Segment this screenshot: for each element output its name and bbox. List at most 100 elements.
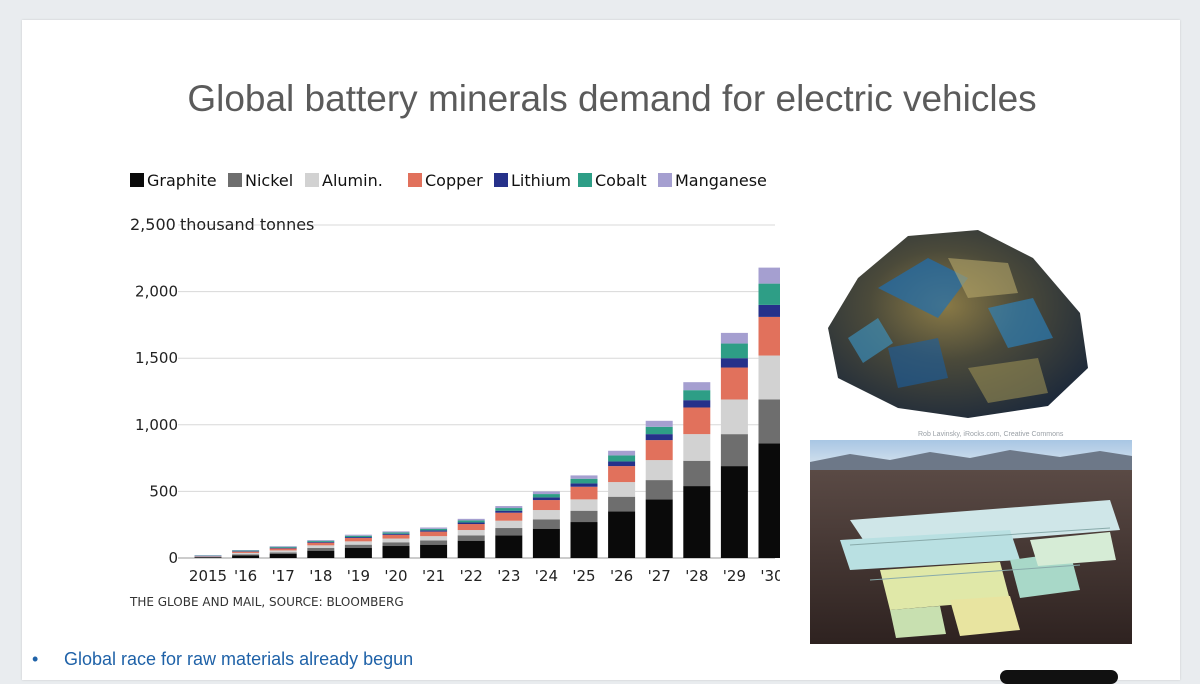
bar-segment-copper-1 [232,551,260,553]
bar-segment-manganese-13 [683,382,711,391]
x-tick-label: '20 [384,567,407,585]
bar-segment-copper-6 [420,531,448,537]
bar-segment-copper-5 [382,534,410,539]
bar-segment-lithium-14 [720,358,748,368]
bar-segment-graphite-13 [683,486,711,558]
legend-label-alumin: Alumin. [322,171,383,190]
bar-segment-cobalt-2 [269,546,297,548]
bar-segment-graphite-0 [194,557,222,558]
legend-label-cobalt: Cobalt [595,171,647,190]
bar-segment-copper-3 [307,542,335,546]
bar-segment-cobalt-5 [382,532,410,534]
bar-segment-manganese-12 [645,420,673,427]
bar-segment-cobalt-11 [608,455,636,462]
bar-segment-manganese-1 [232,550,260,551]
x-tick-label: '19 [347,567,370,585]
bar-segment-nickel-13 [683,460,711,487]
bar-segment-graphite-6 [420,544,448,558]
legend-label-lithium: Lithium [511,171,571,190]
bar-segment-alumin-3 [307,545,335,549]
bar-segment-graphite-4 [344,548,372,558]
bar-segment-lithium-7 [457,522,485,525]
bar-segment-nickel-0 [194,556,222,558]
bar-segment-cobalt-15 [758,283,780,305]
bar-segment-copper-9 [532,500,560,511]
legend-label-copper: Copper [425,171,483,190]
bar-segment-cobalt-12 [645,426,673,435]
bar-segment-alumin-9 [532,510,560,520]
bar-segment-nickel-3 [307,548,335,551]
bar-segment-copper-13 [683,407,711,435]
bar-segment-nickel-12 [645,480,673,500]
floating-button[interactable] [1000,670,1118,684]
legend-swatch-manganese [658,173,672,187]
bar-segment-alumin-11 [608,482,636,497]
bar-segment-cobalt-7 [457,520,485,523]
x-tick-label: '16 [234,567,257,585]
bar-segment-graphite-2 [269,554,297,558]
bar-segment-alumin-2 [269,550,297,553]
bar-segment-cobalt-14 [720,343,748,359]
bar-segment-alumin-1 [232,552,260,555]
bar-segment-nickel-10 [570,510,598,523]
bar-segment-lithium-8 [495,510,523,513]
bar-segment-lithium-15 [758,304,780,317]
slide-title: Global battery minerals demand for elect… [187,78,1037,119]
bar-segment-lithium-11 [608,461,636,467]
bar-segment-copper-4 [344,538,372,542]
bar-segment-copper-2 [269,548,297,551]
bar-segment-alumin-12 [645,460,673,481]
bar-segment-cobalt-6 [420,528,448,531]
y-tick-label: 500 [149,482,178,500]
bar-segment-cobalt-9 [532,494,560,498]
bullet-text: Global race for raw materials already be… [64,649,414,669]
bar-segment-nickel-15 [758,399,780,444]
chart-legend: Graphite Nickel Alumin. Copper Lithium Cobalt… [130,171,767,190]
bar-segment-cobalt-1 [232,550,260,552]
bar-segment-nickel-14 [720,434,748,467]
y-axis-top-label: 2,500 [130,215,176,234]
legend-swatch-nickel [228,173,242,187]
bar-segment-copper-7 [457,524,485,531]
bar-segment-copper-11 [608,466,636,483]
bar-segment-nickel-11 [608,496,636,512]
bar-segment-lithium-2 [269,547,297,549]
bar-segment-graphite-1 [232,555,260,558]
bar-segment-manganese-15 [758,267,780,284]
bar-segment-lithium-0 [194,555,222,557]
bar-segment-manganese-14 [720,332,748,344]
y-tick-label: 1,000 [135,416,178,434]
y-axis-labels: 0 500 1,000 1,500 2,000 [135,283,178,567]
x-tick-label: '28 [685,567,708,585]
bar-segment-graphite-7 [457,540,485,558]
x-tick-label: '25 [572,567,595,585]
bar-segment-manganese-3 [307,540,335,541]
bar-segment-lithium-5 [382,533,410,535]
bar-segment-lithium-4 [344,537,372,539]
bar-segment-cobalt-3 [307,540,335,542]
bar-segment-alumin-15 [758,355,780,400]
bar-segment-nickel-8 [495,528,523,536]
bar-segment-lithium-12 [645,434,673,441]
bar-segment-alumin-4 [344,541,372,545]
bar-segment-nickel-5 [382,542,410,547]
x-tick-label: '29 [723,567,746,585]
bar-segment-alumin-6 [420,536,448,541]
chart-source: THE GLOBE AND MAIL, SOURCE: BLOOMBERG [129,595,404,609]
legend-swatch-lithium [494,173,508,187]
bar-segment-lithium-9 [532,497,560,501]
legend-label-manganese: Manganese [675,171,767,190]
bar-segment-copper-12 [645,440,673,461]
bar-segment-alumin-14 [720,399,748,435]
bar-segment-graphite-5 [382,546,410,558]
bar-segment-manganese-10 [570,475,598,479]
mineral-rock-photo [828,230,1088,418]
bar-segment-nickel-9 [532,519,560,529]
bar-segment-lithium-13 [683,400,711,408]
bar-segment-lithium-3 [307,541,335,543]
bar-segment-graphite-9 [532,528,560,558]
bar-segment-cobalt-13 [683,390,711,401]
bar-segment-manganese-7 [457,518,485,521]
bar-segment-alumin-13 [683,434,711,461]
bar-segment-lithium-10 [570,483,598,487]
